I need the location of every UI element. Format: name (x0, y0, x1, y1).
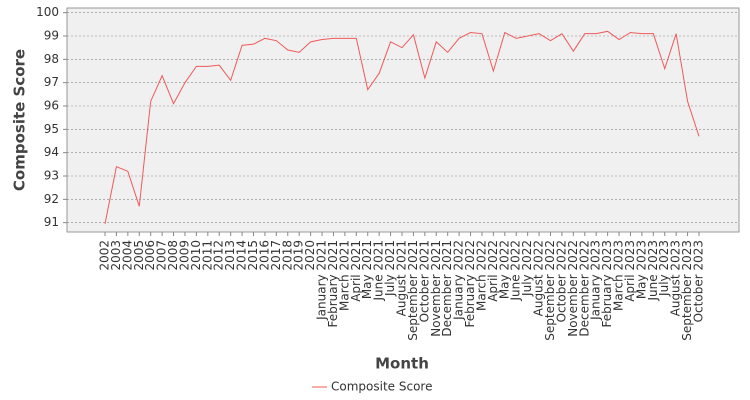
x-tick-label: February 2022 (463, 240, 477, 328)
x-tick-label: October 2021 (417, 240, 431, 322)
x-tick-label: November 2021 (429, 240, 443, 337)
y-tick-label: 95 (44, 122, 59, 136)
x-tick-label: October 2022 (554, 240, 568, 322)
x-tick-label: December 2021 (440, 240, 454, 337)
x-tick-label: 2018 (280, 240, 294, 271)
x-tick-label: February 2021 (326, 240, 340, 328)
x-tick-label: 2010 (189, 240, 203, 271)
x-tick-label: August 2021 (395, 240, 409, 316)
x-tick-label: March 2022 (474, 240, 488, 311)
x-tick-label: 2015 (246, 240, 260, 271)
x-tick-label: April 2023 (623, 240, 637, 302)
x-tick-label: 2016 (257, 240, 271, 271)
x-tick-label: 2020 (303, 240, 317, 271)
x-tick-label: January 2023 (589, 240, 603, 321)
x-tick-label: May 2023 (634, 240, 648, 299)
x-tick-label: 2012 (212, 240, 226, 271)
x-tick-label: May 2021 (360, 240, 374, 299)
x-tick-label: September 2022 (543, 240, 557, 341)
x-tick-label: July 2023 (657, 240, 671, 297)
x-tick-label: April 2021 (349, 240, 363, 302)
x-tick-label: March 2021 (337, 240, 351, 311)
x-axis-title: Month (375, 355, 429, 373)
x-tick-label: 2006 (143, 240, 157, 271)
x-tick-label: 2008 (166, 240, 180, 271)
x-tick-label: June 2021 (372, 240, 386, 302)
y-tick-label: 97 (44, 75, 59, 89)
x-tick-label: June 2022 (509, 240, 523, 302)
x-tick-label: 2004 (120, 240, 134, 271)
y-tick-label: 98 (44, 52, 59, 66)
series-line (104, 30, 700, 224)
x-tick-label: February 2023 (600, 240, 614, 328)
y-tick-label: 99 (44, 29, 59, 43)
y-tick-label: 92 (44, 192, 59, 206)
x-tick-label: July 2022 (520, 240, 534, 297)
y-tick-label: 100 (36, 5, 59, 19)
x-tick-label: 2013 (223, 240, 237, 271)
x-tick-label: September 2023 (680, 240, 694, 341)
x-tick-label: November 2022 (566, 240, 580, 337)
x-tick-label: March 2023 (612, 240, 626, 311)
x-tick-label: 2005 (132, 240, 146, 271)
x-tick-label: April 2022 (486, 240, 500, 302)
y-tick-label: 91 (44, 215, 59, 229)
x-tick-label: 2014 (235, 240, 249, 271)
x-tick-label: 2003 (109, 240, 123, 271)
x-tick-label: 2019 (292, 240, 306, 271)
x-tick-label: July 2021 (383, 240, 397, 297)
y-tick-label: 94 (44, 145, 59, 159)
x-tick-label: 2002 (98, 240, 112, 271)
plot-area (66, 7, 740, 233)
x-tick-label: 2011 (200, 240, 214, 271)
x-tick-label: January 2021 (315, 240, 329, 321)
x-tick-label: October 2023 (692, 240, 706, 322)
x-tick-label: 2017 (269, 240, 283, 271)
x-tick-label: January 2022 (452, 240, 466, 321)
x-tick-label: May 2022 (497, 240, 511, 299)
y-axis-title: Composite Score (11, 49, 29, 191)
x-tick-label: August 2023 (669, 240, 683, 316)
x-tick-label: September 2021 (406, 240, 420, 341)
legend-label: Composite Score (331, 380, 432, 394)
y-tick-label: 93 (44, 169, 59, 183)
x-tick-label: 2007 (155, 240, 169, 271)
x-tick-label: 2009 (177, 240, 191, 271)
x-tick-label: December 2022 (577, 240, 591, 337)
y-tick-label: 96 (44, 99, 59, 113)
x-tick-label: August 2022 (532, 240, 546, 316)
x-tick-label: June 2023 (646, 240, 660, 302)
